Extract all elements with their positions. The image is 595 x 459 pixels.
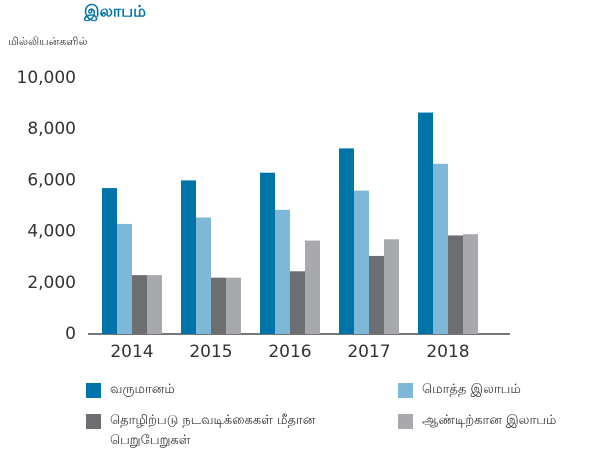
legend-swatch [86, 383, 101, 398]
y-tick-label: 10,000 [17, 68, 76, 88]
bar [433, 163, 448, 334]
bar [102, 188, 117, 334]
bar [132, 275, 147, 334]
bar [463, 234, 478, 334]
bar [117, 223, 132, 334]
legend-label: மொத்த இலாபம் [422, 382, 521, 397]
bar [196, 217, 211, 334]
chart: இலாபம் மில்லியன்களில் 0 2,000 4,000 6,000 8,… [8, 2, 510, 362]
x-tick-label: 2018 [426, 342, 469, 362]
legend-swatch [398, 414, 413, 429]
y-tick-label: 4,000 [27, 222, 76, 242]
bar [260, 172, 275, 334]
x-tick-label: 2014 [110, 342, 153, 362]
bar [448, 235, 463, 334]
bar [369, 255, 384, 334]
legend-swatch [86, 414, 101, 429]
bar [211, 277, 226, 334]
bar [290, 271, 305, 334]
x-tick-label: 2016 [268, 342, 311, 362]
bar [305, 240, 320, 334]
bar [275, 209, 290, 334]
bar [181, 180, 196, 334]
x-tick-label: 2017 [347, 342, 390, 362]
y-tick-label: 0 [65, 324, 76, 344]
bar [226, 277, 241, 334]
y-tick-label: 2,000 [27, 273, 76, 293]
bar [147, 275, 162, 334]
y-tick-label: 8,000 [27, 119, 76, 139]
y-axis-label: மில்லியன்களில் [8, 35, 88, 48]
bar [418, 112, 433, 334]
legend-label: தொழிற்படு நடவடிக்கைகள் மீதான பெறுபேறுகள் [110, 413, 316, 448]
bar [354, 190, 369, 334]
legend-label: வருமானம் [110, 382, 175, 397]
x-tick-label: 2015 [189, 342, 232, 362]
legend-label: ஆண்டிற்கான இலாபம் [422, 413, 557, 428]
legend-swatch [398, 383, 413, 398]
y-tick-label: 6,000 [27, 170, 76, 190]
bar [339, 148, 354, 334]
chart-title: இலாபம் [83, 2, 146, 22]
bar [384, 239, 399, 334]
